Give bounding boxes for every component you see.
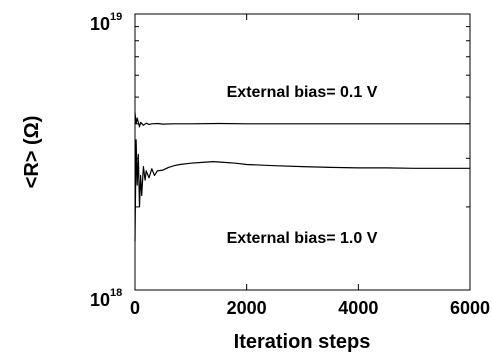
series-line-1 [134, 112, 470, 128]
x-axis-title: Iteration steps [234, 331, 371, 353]
plot-frame [134, 13, 471, 291]
y-ticks: 1018 1019 [90, 11, 470, 310]
x-tick-label: 2000 [227, 298, 267, 318]
annotations: External bias= 0.1 V External bias= 1.0 V [227, 84, 378, 247]
x-tick-label: 6000 [450, 298, 490, 318]
y-axis-title: <R> (Ω) [21, 116, 43, 189]
series-label-1: External bias= 0.1 V [227, 84, 378, 101]
x-tick-label: 4000 [338, 298, 378, 318]
series-line-2 [134, 139, 470, 242]
series-layer [134, 112, 470, 242]
x-tick-label: 0 [130, 298, 140, 318]
y-tick-label: 1019 [90, 11, 122, 34]
series-label-2: External bias= 1.0 V [227, 230, 378, 247]
y-tick-label: 1018 [90, 287, 122, 310]
x-ticks: 0 2000 4000 6000 [130, 14, 490, 318]
